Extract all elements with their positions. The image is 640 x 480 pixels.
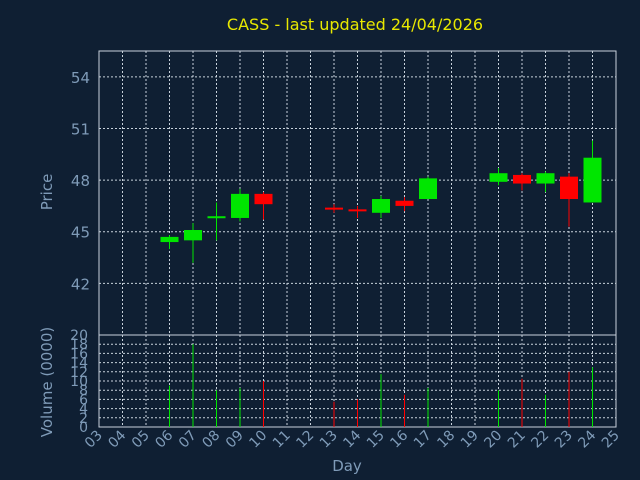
x-tick-label: 09	[223, 428, 247, 452]
x-tick-label: 18	[434, 428, 458, 452]
x-tick-label: 24	[575, 427, 599, 451]
x-tick-label: 04	[105, 427, 129, 451]
x-tick-label: 08	[199, 428, 223, 452]
candle-body-10	[254, 193, 273, 205]
x-tick-label: 20	[481, 428, 505, 452]
price-tick-label: 51	[71, 120, 90, 138]
volume-tick-label: 18	[70, 337, 88, 353]
candle-body-17	[419, 178, 437, 200]
volume-tick-label: 16	[70, 346, 88, 362]
candle-body-14	[348, 209, 367, 212]
price-tick-label: 42	[71, 275, 90, 293]
candle-body-20	[489, 173, 508, 182]
x-axis-label: Day	[332, 457, 362, 475]
candle-body-24	[583, 157, 602, 203]
price-tick-label: 45	[71, 224, 90, 242]
volume-tick-label: 14	[70, 356, 88, 372]
candle-body-07	[184, 230, 202, 241]
candle-body-15	[372, 199, 390, 213]
x-tick-label: 10	[246, 428, 270, 452]
candle-body-21	[513, 174, 531, 184]
x-tick-label: 05	[129, 428, 153, 452]
x-tick-label: 21	[505, 428, 529, 452]
x-tick-label: 16	[387, 427, 411, 451]
volume-tick-label: 20	[70, 328, 88, 344]
price-tick-label: 54	[71, 69, 90, 87]
x-tick-label: 19	[458, 428, 482, 452]
x-tick-label: 15	[364, 428, 388, 452]
candle-body-13	[325, 207, 343, 210]
volume-tick-label: 2	[79, 411, 88, 427]
price-axis-label: Price	[38, 174, 56, 211]
volume-tick-label: 6	[79, 392, 88, 408]
volume-tick-label: 0	[79, 420, 88, 436]
x-tick-label: 23	[552, 428, 576, 452]
x-tick-label: 07	[176, 428, 200, 452]
candle-body-09	[231, 193, 249, 218]
candle-body-16	[395, 200, 414, 206]
price-panel: 42 45 48 51 54	[71, 50, 617, 336]
price-tick-label: 48	[71, 172, 90, 190]
volume-tick-label: 12	[70, 365, 88, 381]
x-axis: 03 04 05 06 07 08 09 10 11 12 13 14 15 16 17 18 19 20 21 22…	[82, 427, 623, 451]
x-tick-label: 14	[340, 427, 364, 451]
x-tick-label: 25	[599, 428, 623, 452]
chart-title: CASS - last updated 24/04/2026	[227, 15, 483, 34]
volume-axis-label: Volume (0000)	[38, 327, 56, 437]
candle-body-23	[560, 176, 578, 200]
volume-tick-label: 4	[79, 402, 88, 418]
x-tick-label: 17	[411, 428, 435, 452]
candle-body-08	[207, 216, 226, 219]
x-tick-label: 22	[528, 428, 552, 452]
candle-body-06	[160, 236, 179, 243]
x-tick-label: 06	[152, 427, 176, 451]
candle-body-22	[536, 173, 555, 184]
x-tick-label: 13	[317, 428, 341, 452]
x-tick-label: 12	[293, 428, 317, 452]
x-tick-label: 11	[270, 428, 294, 452]
volume-tick-label: 8	[79, 383, 88, 399]
volume-tick-label: 10	[70, 374, 88, 390]
